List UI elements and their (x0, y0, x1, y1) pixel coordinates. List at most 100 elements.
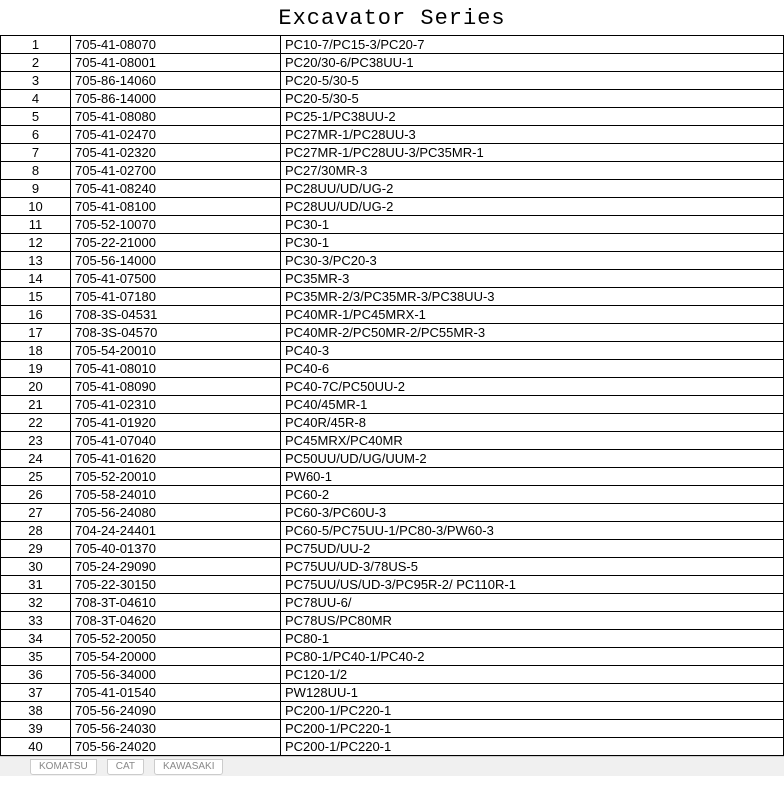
table-row: 33708-3T-04620PC78US/PC80MR (1, 612, 784, 630)
row-index-cell: 11 (1, 216, 71, 234)
model-cell: PC75UU/US/UD-3/PC95R-2/ PC110R-1 (281, 576, 784, 594)
part-number-cell: 705-54-20000 (71, 648, 281, 666)
row-index-cell: 30 (1, 558, 71, 576)
row-index-cell: 3 (1, 72, 71, 90)
model-cell: PC35MR-3 (281, 270, 784, 288)
part-number-cell: 705-41-02310 (71, 396, 281, 414)
part-number-cell: 705-41-01620 (71, 450, 281, 468)
row-index-cell: 5 (1, 108, 71, 126)
row-index-cell: 24 (1, 450, 71, 468)
part-number-cell: 705-56-24030 (71, 720, 281, 738)
part-number-cell: 705-41-02470 (71, 126, 281, 144)
row-index-cell: 21 (1, 396, 71, 414)
table-row: 37705-41-01540PW128UU-1 (1, 684, 784, 702)
part-number-cell: 705-58-24010 (71, 486, 281, 504)
sheet-tab[interactable]: KOMATSU (30, 759, 97, 775)
part-number-cell: 705-41-08240 (71, 180, 281, 198)
table-row: 10705-41-08100PC28UU/UD/UG-2 (1, 198, 784, 216)
model-cell: PC25-1/PC38UU-2 (281, 108, 784, 126)
row-index-cell: 34 (1, 630, 71, 648)
part-number-cell: 705-56-24080 (71, 504, 281, 522)
part-number-cell: 705-52-20050 (71, 630, 281, 648)
table-row: 12705-22-21000PC30-1 (1, 234, 784, 252)
model-cell: PC75UD/UU-2 (281, 540, 784, 558)
row-index-cell: 32 (1, 594, 71, 612)
model-cell: PC40-6 (281, 360, 784, 378)
sheet-tab[interactable]: CAT (107, 759, 144, 775)
model-cell: PC27MR-1/PC28UU-3/PC35MR-1 (281, 144, 784, 162)
model-cell: PC20/30-6/PC38UU-1 (281, 54, 784, 72)
page-title: Excavator Series (0, 0, 784, 35)
model-cell: PC78US/PC80MR (281, 612, 784, 630)
table-row: 28704-24-24401PC60-5/PC75UU-1/PC80-3/PW6… (1, 522, 784, 540)
model-cell: PC30-1 (281, 234, 784, 252)
model-cell: PC27/30MR-3 (281, 162, 784, 180)
sheet-tab-bar: KOMATSU CAT KAWASAKI (0, 756, 784, 776)
part-number-cell: 708-3S-04570 (71, 324, 281, 342)
row-index-cell: 36 (1, 666, 71, 684)
part-number-cell: 705-86-14060 (71, 72, 281, 90)
model-cell: PC45MRX/PC40MR (281, 432, 784, 450)
row-index-cell: 8 (1, 162, 71, 180)
row-index-cell: 12 (1, 234, 71, 252)
model-cell: PC40-3 (281, 342, 784, 360)
row-index-cell: 2 (1, 54, 71, 72)
model-cell: PW60-1 (281, 468, 784, 486)
table-row: 29705-40-01370PC75UD/UU-2 (1, 540, 784, 558)
row-index-cell: 31 (1, 576, 71, 594)
table-row: 18705-54-20010PC40-3 (1, 342, 784, 360)
table-row: 32708-3T-04610PC78UU-6/ (1, 594, 784, 612)
model-cell: PC20-5/30-5 (281, 72, 784, 90)
table-row: 40705-56-24020PC200-1/PC220-1 (1, 738, 784, 756)
table-row: 1705-41-08070PC10-7/PC15-3/PC20-7 (1, 36, 784, 54)
table-row: 19705-41-08010PC40-6 (1, 360, 784, 378)
model-cell: PC40MR-2/PC50MR-2/PC55MR-3 (281, 324, 784, 342)
table-row: 23705-41-07040PC45MRX/PC40MR (1, 432, 784, 450)
row-index-cell: 33 (1, 612, 71, 630)
part-number-cell: 705-24-29090 (71, 558, 281, 576)
part-number-cell: 705-52-10070 (71, 216, 281, 234)
part-number-cell: 705-56-24020 (71, 738, 281, 756)
sheet-tab[interactable]: KAWASAKI (154, 759, 224, 775)
table-row: 27705-56-24080PC60-3/PC60U-3 (1, 504, 784, 522)
table-row: 6705-41-02470PC27MR-1/PC28UU-3 (1, 126, 784, 144)
part-number-cell: 705-22-30150 (71, 576, 281, 594)
part-number-cell: 705-41-07180 (71, 288, 281, 306)
model-cell: PC40-7C/PC50UU-2 (281, 378, 784, 396)
part-number-cell: 705-56-24090 (71, 702, 281, 720)
row-index-cell: 7 (1, 144, 71, 162)
table-row: 9705-41-08240PC28UU/UD/UG-2 (1, 180, 784, 198)
part-number-cell: 705-41-07040 (71, 432, 281, 450)
table-row: 26705-58-24010PC60-2 (1, 486, 784, 504)
table-row: 20705-41-08090PC40-7C/PC50UU-2 (1, 378, 784, 396)
row-index-cell: 1 (1, 36, 71, 54)
row-index-cell: 10 (1, 198, 71, 216)
model-cell: PC60-3/PC60U-3 (281, 504, 784, 522)
row-index-cell: 35 (1, 648, 71, 666)
part-number-cell: 705-41-02700 (71, 162, 281, 180)
row-index-cell: 9 (1, 180, 71, 198)
model-cell: PC35MR-2/3/PC35MR-3/PC38UU-3 (281, 288, 784, 306)
table-row: 34705-52-20050PC80-1 (1, 630, 784, 648)
row-index-cell: 6 (1, 126, 71, 144)
table-row: 25705-52-20010PW60-1 (1, 468, 784, 486)
model-cell: PC40/45MR-1 (281, 396, 784, 414)
model-cell: PC20-5/30-5 (281, 90, 784, 108)
table-row: 38705-56-24090PC200-1/PC220-1 (1, 702, 784, 720)
model-cell: PC28UU/UD/UG-2 (281, 198, 784, 216)
part-number-cell: 705-86-14000 (71, 90, 281, 108)
table-row: 3705-86-14060PC20-5/30-5 (1, 72, 784, 90)
table-row: 16708-3S-04531PC40MR-1/PC45MRX-1 (1, 306, 784, 324)
model-cell: PC80-1/PC40-1/PC40-2 (281, 648, 784, 666)
model-cell: PC30-1 (281, 216, 784, 234)
part-number-cell: 705-54-20010 (71, 342, 281, 360)
part-number-cell: 705-41-08001 (71, 54, 281, 72)
row-index-cell: 4 (1, 90, 71, 108)
row-index-cell: 18 (1, 342, 71, 360)
row-index-cell: 29 (1, 540, 71, 558)
table-row: 11705-52-10070PC30-1 (1, 216, 784, 234)
part-number-cell: 705-40-01370 (71, 540, 281, 558)
row-index-cell: 17 (1, 324, 71, 342)
table-row: 39705-56-24030PC200-1/PC220-1 (1, 720, 784, 738)
row-index-cell: 16 (1, 306, 71, 324)
